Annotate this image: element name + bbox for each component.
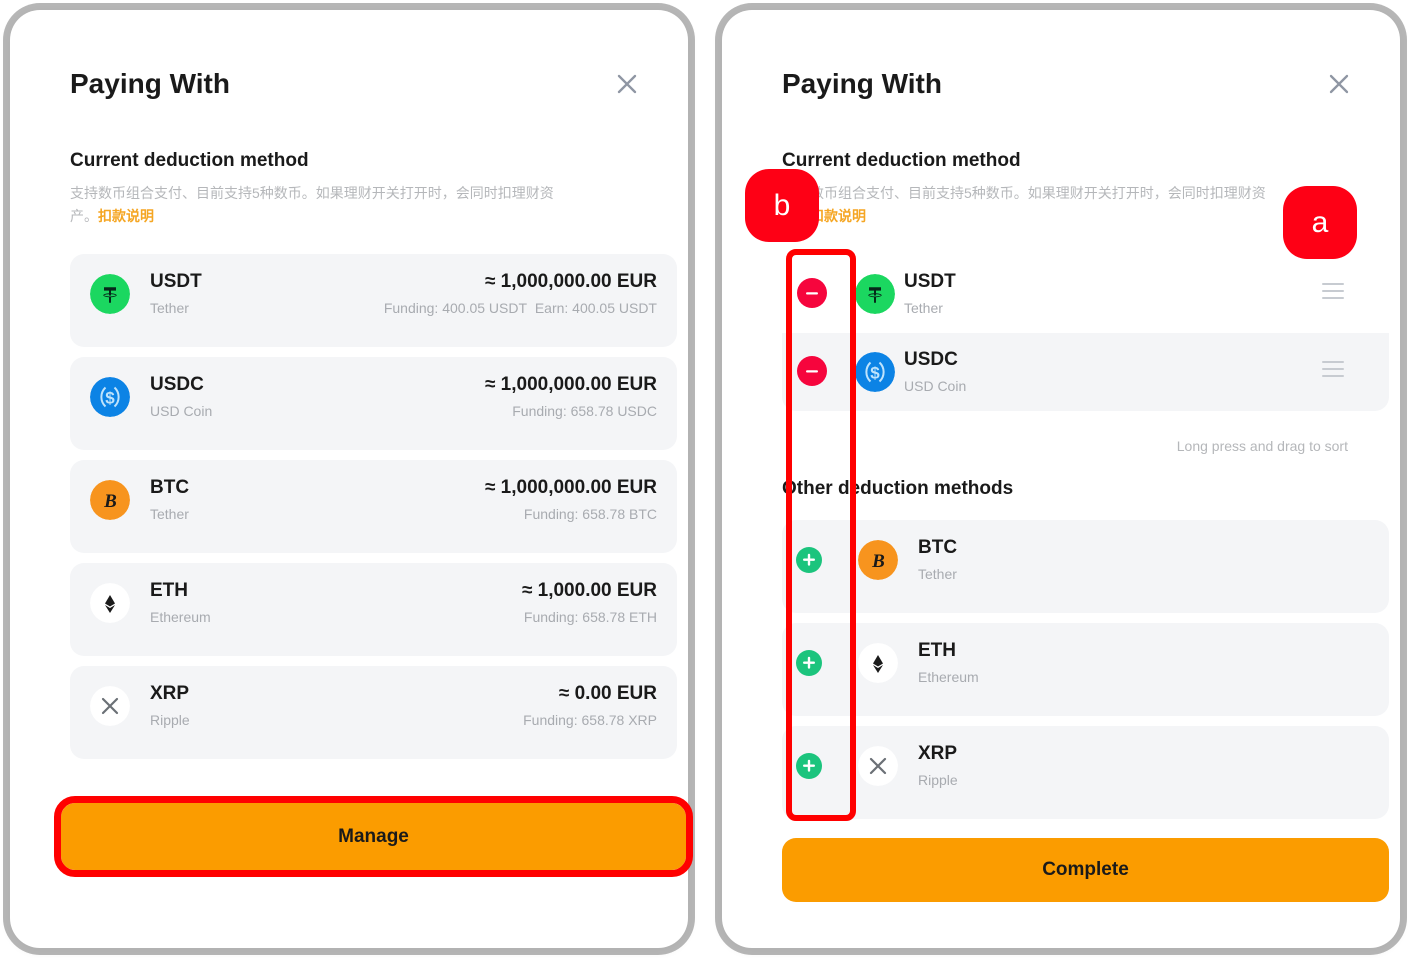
svg-text:$: $ <box>105 389 115 408</box>
svg-text:$: $ <box>870 364 880 383</box>
svg-text:B: B <box>871 551 885 572</box>
svg-text:B: B <box>103 491 117 512</box>
